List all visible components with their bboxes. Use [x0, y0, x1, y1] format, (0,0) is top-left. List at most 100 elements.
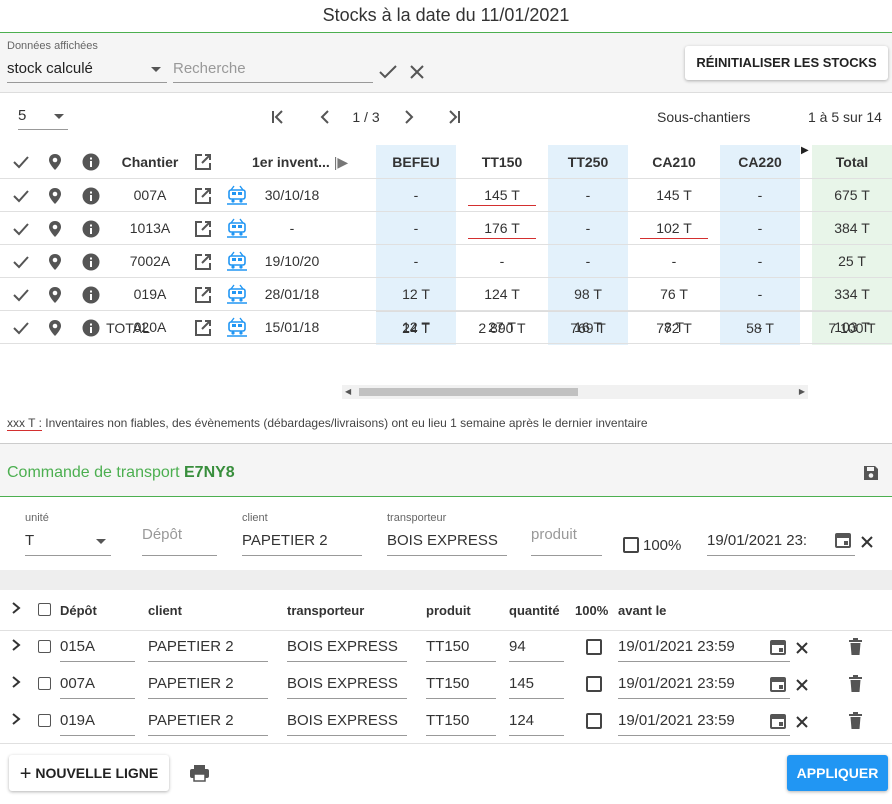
clear-date-icon[interactable]	[796, 716, 808, 728]
header-total[interactable]: Total	[835, 154, 869, 170]
search-input[interactable]: Recherche	[173, 57, 373, 83]
validate-icon[interactable]	[12, 254, 30, 273]
train-icon[interactable]	[226, 185, 248, 208]
info-icon[interactable]	[82, 187, 100, 208]
client-field[interactable]: PAPETIER 2	[148, 633, 268, 662]
location-icon[interactable]	[48, 187, 62, 208]
validate-icon[interactable]	[12, 320, 30, 339]
quantity-field[interactable]: 145	[509, 670, 564, 699]
header-chantier[interactable]: Chantier	[121, 154, 179, 170]
validate-icon[interactable]	[12, 287, 30, 306]
row-checkbox[interactable]	[38, 677, 51, 690]
hundred-checkbox[interactable]	[586, 713, 602, 729]
displayed-data-select[interactable]: stock calculé	[7, 57, 167, 83]
hundred-checkbox[interactable]	[586, 676, 602, 692]
carrier-field[interactable]: BOIS EXPRESS	[287, 670, 407, 699]
page-size-select[interactable]: 5	[18, 104, 68, 130]
trash-icon[interactable]	[848, 712, 863, 730]
print-icon[interactable]	[189, 763, 210, 783]
unit-select[interactable]: T	[25, 528, 111, 556]
product-field[interactable]: TT150	[426, 633, 496, 662]
row-checkbox[interactable]	[38, 714, 51, 727]
product-field[interactable]: TT150	[426, 707, 496, 736]
header-hundred: 100%	[575, 603, 609, 618]
header-col-ca210[interactable]: CA210	[652, 154, 696, 170]
open-external-icon[interactable]	[194, 286, 212, 307]
next-page-icon[interactable]	[400, 109, 416, 125]
depot-input[interactable]: Dépôt	[142, 526, 217, 556]
expand-all-icon[interactable]	[10, 602, 22, 614]
close-icon[interactable]	[408, 63, 426, 81]
close-icon[interactable]	[861, 536, 873, 548]
trash-icon[interactable]	[848, 638, 863, 656]
train-icon[interactable]	[226, 218, 248, 241]
header-first-inventory[interactable]: 1er invent... |▶	[252, 154, 349, 170]
info-icon[interactable]	[82, 286, 100, 307]
quantity-field[interactable]: 94	[509, 633, 564, 662]
client-input[interactable]: PAPETIER 2	[242, 528, 362, 556]
header-col-tt250[interactable]: TT250	[567, 154, 609, 170]
open-external-icon[interactable]	[194, 220, 212, 241]
prev-page-icon[interactable]	[318, 109, 334, 125]
product-field[interactable]: TT150	[426, 670, 496, 699]
expand-row-icon[interactable]	[10, 713, 22, 725]
clear-date-icon[interactable]	[796, 642, 808, 654]
carrier-input[interactable]: BOIS EXPRESS	[387, 528, 507, 556]
scrollbar-thumb[interactable]	[359, 388, 578, 396]
location-icon[interactable]	[48, 319, 62, 340]
trash-icon[interactable]	[848, 675, 863, 693]
header-col-befeu[interactable]: BEFEU	[392, 154, 440, 170]
expand-row-icon[interactable]	[10, 676, 22, 688]
train-icon[interactable]	[226, 251, 248, 274]
header-col-tt150[interactable]: TT150	[481, 154, 523, 170]
new-line-button[interactable]: + NOUVELLE LIGNE	[9, 755, 169, 791]
expand-row-icon[interactable]	[10, 639, 22, 651]
reset-stocks-button[interactable]: RÉINITIALISER LES STOCKS	[685, 46, 888, 80]
info-icon[interactable]	[82, 319, 100, 340]
date-field[interactable]: 19/01/2021 23:59	[618, 707, 790, 736]
client-field[interactable]: PAPETIER 2	[148, 670, 268, 699]
check-icon[interactable]	[378, 63, 398, 81]
date-field[interactable]: 19/01/2021 23:59	[618, 670, 790, 699]
date-field[interactable]: 19/01/2021 23:59	[618, 633, 790, 662]
client-field[interactable]: PAPETIER 2	[148, 707, 268, 736]
last-page-icon[interactable]	[446, 109, 462, 125]
train-icon[interactable]	[226, 284, 248, 307]
quantity-field[interactable]: 124	[509, 707, 564, 736]
open-external-icon[interactable]	[194, 187, 212, 208]
product-input[interactable]: produit	[531, 526, 602, 556]
carrier-field[interactable]: BOIS EXPRESS	[287, 707, 407, 736]
open-external-icon[interactable]	[194, 253, 212, 274]
apply-button[interactable]: APPLIQUER	[787, 755, 888, 791]
validate-icon[interactable]	[12, 188, 30, 207]
location-icon[interactable]	[48, 286, 62, 307]
calendar-icon[interactable]	[769, 638, 787, 656]
location-icon[interactable]	[48, 253, 62, 274]
info-icon[interactable]	[82, 253, 100, 274]
calendar-icon[interactable]	[769, 675, 787, 693]
depot-field[interactable]: 019A	[60, 707, 135, 736]
select-all-checkbox[interactable]	[38, 603, 51, 616]
depot-field[interactable]: 007A	[60, 670, 135, 699]
calendar-icon[interactable]	[769, 712, 787, 730]
calendar-icon[interactable]	[834, 531, 852, 549]
info-icon[interactable]	[82, 220, 100, 241]
first-page-icon[interactable]	[270, 109, 286, 125]
scroll-right-icon[interactable]: ▶	[801, 145, 809, 156]
scroll-left-icon[interactable]: ◀	[345, 387, 352, 396]
scroll-right-icon[interactable]: ▶	[798, 387, 805, 396]
validate-icon[interactable]	[12, 221, 30, 240]
clear-date-icon[interactable]	[796, 679, 808, 691]
save-icon[interactable]	[862, 464, 880, 482]
date-input[interactable]: 19/01/2021 23:	[707, 528, 855, 556]
train-icon[interactable]	[226, 317, 248, 340]
location-icon[interactable]	[48, 220, 62, 241]
hundred-checkbox[interactable]	[623, 537, 639, 553]
header-col-ca220[interactable]: CA220	[738, 154, 782, 170]
row-checkbox[interactable]	[38, 640, 51, 653]
depot-field[interactable]: 015A	[60, 633, 135, 662]
hundred-checkbox[interactable]	[586, 639, 602, 655]
horizontal-scrollbar[interactable]: ◀ ▶	[342, 385, 808, 399]
open-external-icon[interactable]	[194, 319, 212, 340]
carrier-field[interactable]: BOIS EXPRESS	[287, 633, 407, 662]
